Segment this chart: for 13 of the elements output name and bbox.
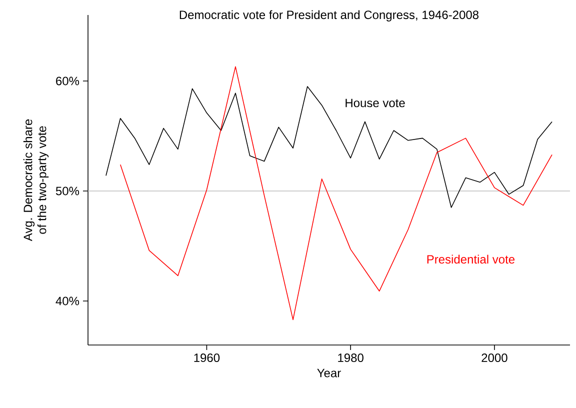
chart-title: Democratic vote for President and Congress, 1946-2008 bbox=[180, 10, 479, 22]
x-tick-label: 1980 bbox=[338, 354, 364, 362]
text: Presidential vote bbox=[427, 254, 515, 264]
series-label: House vote bbox=[346, 98, 405, 108]
x-tick-label: 2000 bbox=[482, 354, 508, 362]
y-tick-label: 40% bbox=[56, 296, 80, 306]
y-tick-label: 50% bbox=[56, 186, 80, 196]
line-series bbox=[120, 66, 552, 320]
y-tick-label: 60% bbox=[56, 76, 80, 86]
x-tick-label: 1960 bbox=[194, 354, 220, 362]
x-axis-title: Year bbox=[317, 368, 341, 378]
line-series bbox=[106, 86, 552, 208]
y-axis-title: Avg. Democratic share of the two-party vote bbox=[23, 119, 49, 242]
